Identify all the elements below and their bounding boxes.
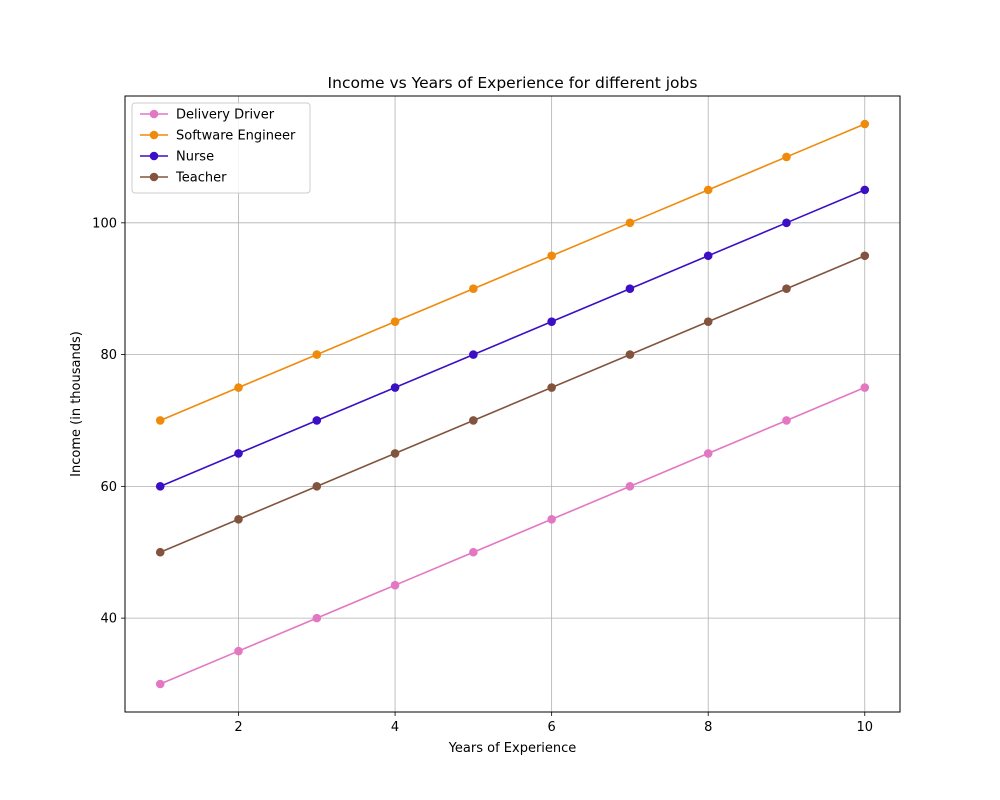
y-axis-label: Income (in thousands) [69,331,84,477]
data-point [625,350,635,359]
data-point [390,383,400,392]
data-point [234,646,243,656]
data-point [860,383,870,392]
data-point [155,416,165,425]
y-tick-label: 40 [100,612,117,627]
series-line-nurse [159,189,866,488]
x-tick-label: 10 [856,720,873,735]
data-point [782,152,791,162]
data-point [703,185,713,195]
data-point [312,416,322,425]
data-point [155,547,165,557]
data-point [782,416,791,425]
data-point [860,119,870,129]
legend-item-delivery-driver: Delivery Driver [140,108,275,123]
legend-label: Teacher [175,171,227,186]
legend-swatch-marker [149,109,159,119]
legend-swatch-marker [149,151,159,161]
x-axis-label: Years of Experience [448,741,577,756]
data-point [234,449,243,458]
grid [125,96,900,712]
y-tick-label: 60 [100,480,117,495]
series-line-software-engineer [159,123,866,422]
x-tick-label: 8 [704,720,712,735]
data-point [782,218,791,228]
data-point [390,317,400,326]
data-point [390,580,400,590]
data-point [860,251,870,261]
data-point [547,383,556,392]
data-point [703,449,713,458]
data-point [155,482,165,491]
legend-item-nurse: Nurse [140,150,214,165]
series-software-engineer [155,119,870,425]
data-point [469,284,478,294]
data-point [312,350,322,359]
data-point [312,482,322,491]
data-point [782,284,791,294]
series-group [155,119,870,689]
data-point [625,284,635,294]
series-line-delivery-driver [159,386,866,685]
series-delivery-driver [155,383,870,689]
legend-label: Software Engineer [176,129,296,144]
data-point [625,218,635,228]
data-point [469,416,478,425]
legend-item-software-engineer: Software Engineer [140,129,296,144]
data-point [312,613,322,623]
legend-swatch-marker [149,172,159,182]
legend-label: Delivery Driver [176,108,275,123]
data-point [625,482,635,491]
legend: Delivery Driver Software Engineer Nurse Tea… [131,102,311,194]
x-tick-label: 2 [234,720,242,735]
legend-box [131,102,311,194]
x-tick-label: 6 [548,720,556,735]
y-tick-label: 100 [92,216,117,231]
series-nurse [155,185,870,491]
data-point [547,251,556,261]
plot-frame [124,95,901,713]
data-point [155,679,165,689]
data-point [234,383,243,392]
axis-ticks: 2 4 6 8 10 40 60 80 100 [92,216,873,735]
data-point [469,350,478,359]
series-line-teacher [159,255,866,553]
data-point [703,317,713,326]
data-point [234,514,243,524]
legend-swatch-marker [149,130,159,140]
data-point [703,251,713,261]
legend-label: Nurse [176,150,214,165]
data-point [547,317,556,326]
data-point [547,514,556,524]
data-point [860,185,870,195]
data-point [469,547,478,557]
series-teacher [155,251,870,557]
chart-title: Income vs Years of Experience for differ… [328,74,698,92]
legend-item-teacher: Teacher [140,171,227,186]
x-tick-label: 4 [391,720,399,735]
data-point [390,449,400,458]
y-tick-label: 80 [100,348,117,363]
